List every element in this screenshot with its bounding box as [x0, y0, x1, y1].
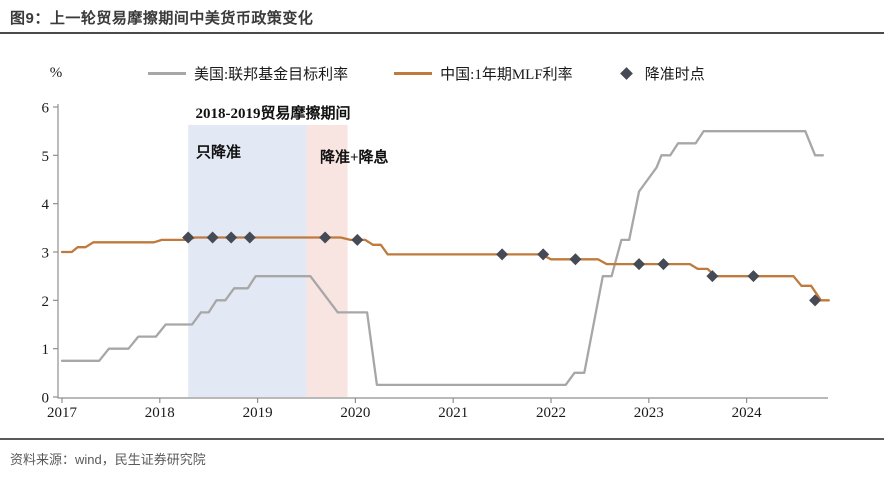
legend-label-china-mlf: 中国:1年期MLF利率: [440, 67, 573, 83]
rrr-cut-marker: [809, 294, 822, 307]
rrr-cut-marker: [537, 248, 550, 261]
shaded-region-0: [188, 124, 307, 398]
legend-item-us-ffr: 美国:联邦基金目标利率: [148, 63, 348, 84]
rrr-cut-marker: [319, 231, 332, 244]
us-line-swatch-icon: [148, 72, 186, 75]
x-tick-label: 2018: [145, 405, 175, 421]
rrr-cut-marker: [206, 231, 219, 244]
y-tick-label: 2: [42, 294, 50, 310]
title-divider: [0, 32, 884, 34]
shaded-region-1: [306, 124, 348, 398]
y-tick-label: 6: [42, 101, 50, 117]
us-ffr-line: [60, 130, 825, 387]
diamond-marker-icon: [619, 67, 633, 80]
x-tick-label: 2021: [438, 405, 468, 421]
shaded-regions: [188, 124, 348, 398]
rrr-cut-marker: [351, 233, 364, 246]
annotation-trade-friction-period: 2018-2019贸易摩擦期间: [196, 104, 351, 122]
annotation-rrr-cut-only: 只降准: [196, 143, 241, 161]
series-lines: [60, 130, 830, 387]
annotation-rrr-plus-rate-cut: 降准+降息: [320, 148, 389, 166]
rrr-cut-markers: [182, 231, 822, 307]
rrr-cut-marker: [706, 270, 719, 283]
legend-label-us-ffr: 美国:联邦基金目标利率: [194, 67, 349, 83]
y-tick-label: 0: [42, 391, 50, 407]
rrr-cut-marker: [496, 248, 509, 261]
rrr-cut-marker: [657, 258, 670, 271]
rrr-cut-marker: [569, 253, 582, 266]
x-tick-label: 2020: [340, 405, 370, 421]
y-tick-label: 3: [42, 246, 50, 262]
china-line-swatch-icon: [394, 72, 433, 75]
y-tick-label: 1: [42, 342, 50, 358]
y-axis-unit-label: %: [50, 65, 63, 81]
axes: [53, 104, 828, 403]
rrr-cut-marker: [225, 231, 238, 244]
rrr-cut-marker: [747, 270, 760, 283]
x-tick-label: 2023: [634, 405, 664, 421]
rrr-cut-marker: [633, 258, 646, 271]
axis-tick-labels: 0 1 2 3 4 5 6 2017 2018 2019 2020 2021 2022 2023 2024: [42, 101, 763, 421]
footer-divider: [0, 438, 884, 440]
legend-label-rrr-cut: 降准时点: [644, 67, 705, 83]
rrr-cut-marker: [182, 231, 195, 244]
x-tick-label: 2022: [536, 405, 566, 421]
rrr-cut-marker: [243, 231, 256, 244]
china-mlf-line: [60, 236, 830, 302]
x-tick-label: 2017: [47, 405, 78, 421]
y-tick-label: 5: [42, 149, 50, 165]
x-tick-label: 2019: [243, 405, 273, 421]
legend-item-rrr-cut: 降准时点: [619, 63, 705, 84]
chart-legend: 美国:联邦基金目标利率 中国:1年期MLF利率 降准时点: [148, 63, 705, 84]
legend-item-china-mlf: 中国:1年期MLF利率: [394, 63, 573, 84]
source-note: 资料来源：wind，民生证券研究院: [10, 452, 206, 467]
figure-title: 图9：上一轮贸易摩擦期间中美货币政策变化: [10, 10, 314, 27]
y-tick-label: 4: [42, 197, 50, 213]
x-tick-label: 2024: [732, 405, 763, 421]
